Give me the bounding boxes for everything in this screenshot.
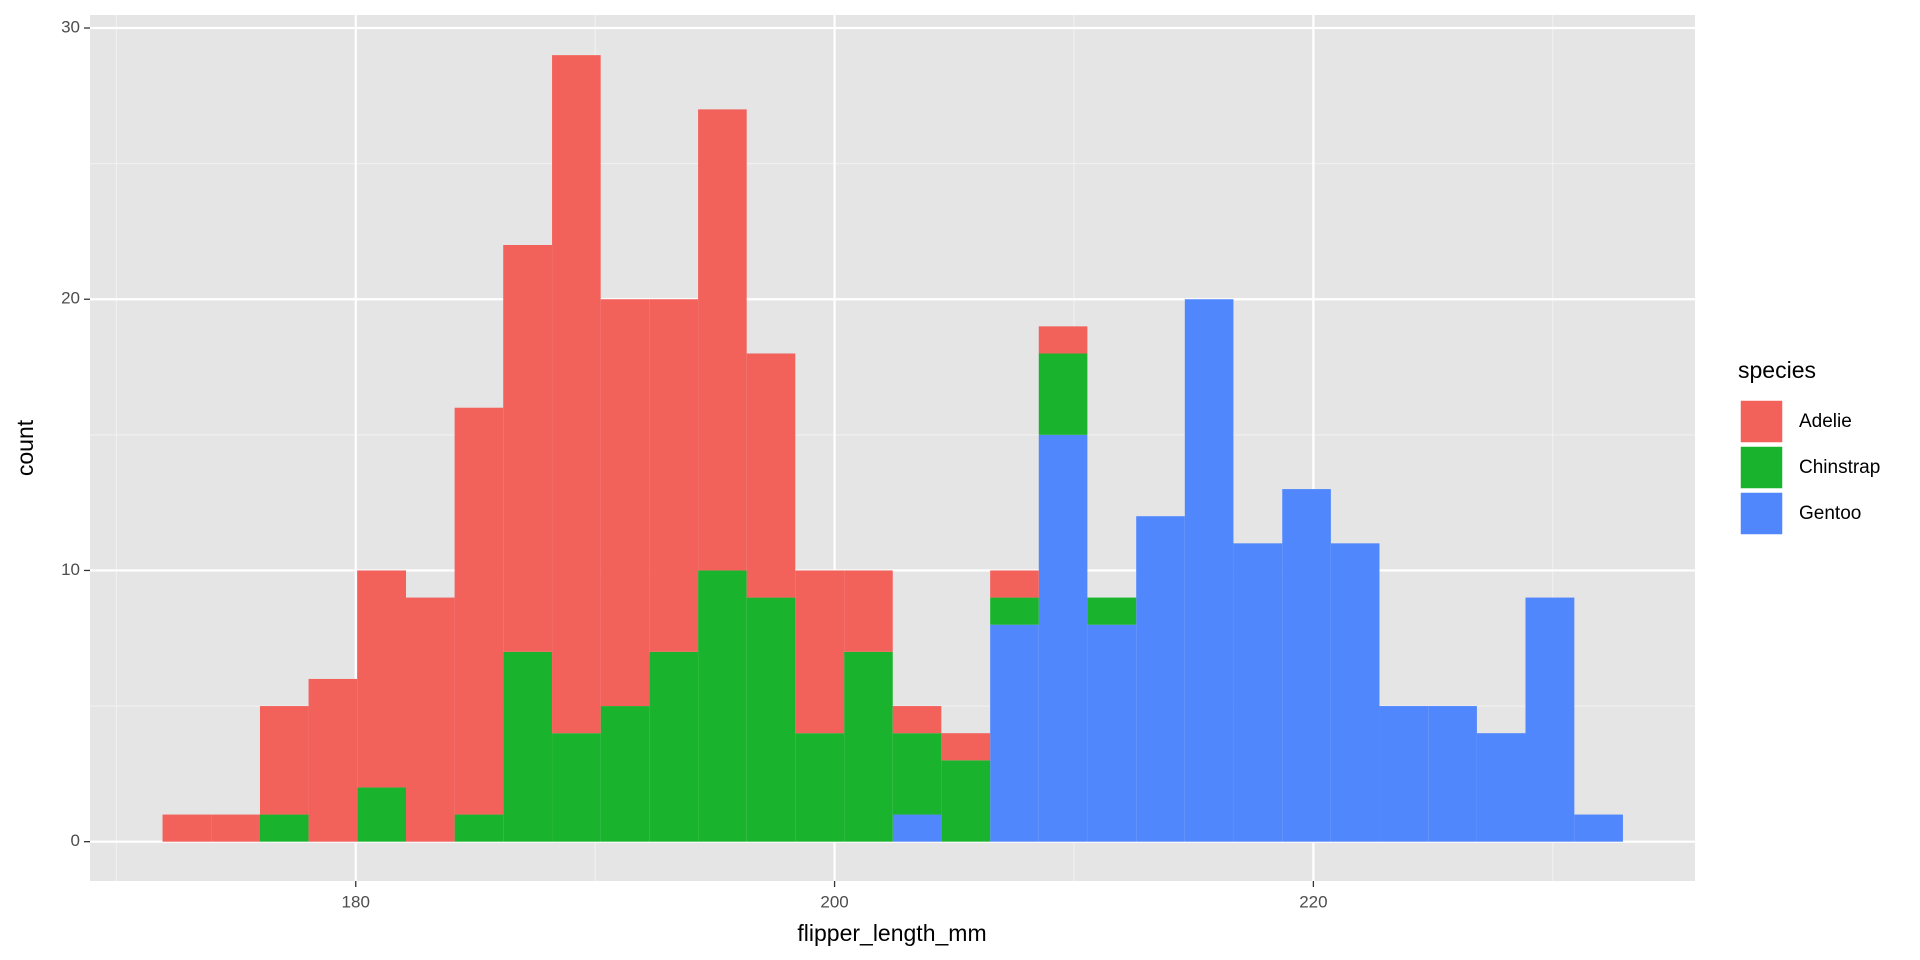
- bar: [746, 597, 796, 842]
- bar: [1379, 706, 1429, 842]
- legend-title: species: [1738, 357, 1816, 383]
- legend-key: [1739, 445, 1784, 490]
- bar: [454, 407, 504, 815]
- bar: [1184, 299, 1234, 842]
- bar: [1428, 706, 1477, 842]
- bar: [308, 678, 358, 842]
- bar: [649, 299, 699, 652]
- bar: [1233, 543, 1283, 842]
- y-tick-label: 10: [61, 560, 80, 579]
- bar: [990, 624, 1039, 842]
- bar: [1574, 814, 1623, 842]
- y-tick-label: 20: [61, 289, 80, 308]
- bar: [941, 760, 991, 842]
- bar: [503, 244, 553, 652]
- bar: [844, 651, 893, 842]
- legend-label: Chinstrap: [1799, 457, 1880, 478]
- bar: [1476, 733, 1526, 842]
- bar: [600, 706, 650, 842]
- bar: [990, 597, 1039, 625]
- bar: [892, 814, 942, 842]
- bar: [941, 733, 991, 761]
- bar: [600, 299, 650, 707]
- bar: [1136, 516, 1185, 842]
- bar: [406, 597, 455, 842]
- legend-key: [1739, 491, 1784, 536]
- bar: [454, 814, 504, 842]
- y-tick-label: 30: [61, 18, 80, 37]
- bar: [357, 787, 407, 842]
- bar: [1038, 353, 1088, 435]
- legend-label: Adelie: [1799, 411, 1852, 432]
- bar: [259, 706, 309, 815]
- bar: [357, 570, 407, 788]
- bar: [892, 706, 942, 734]
- x-tick-label: 220: [1299, 892, 1327, 911]
- bar: [211, 814, 260, 842]
- bar: [1087, 624, 1137, 842]
- bar: [162, 814, 212, 842]
- bar: [259, 814, 309, 842]
- bar: [1038, 434, 1088, 842]
- bar: [990, 570, 1039, 598]
- bar: [698, 570, 747, 842]
- bar: [503, 651, 553, 842]
- bar: [844, 570, 893, 652]
- bar: [698, 109, 747, 571]
- bar: [1038, 326, 1088, 354]
- bar: [1330, 543, 1380, 842]
- x-tick-label: 200: [820, 892, 848, 911]
- bar: [649, 651, 699, 842]
- y-tick-label: 0: [71, 831, 80, 850]
- legend-key: [1739, 399, 1784, 444]
- bar: [1087, 597, 1137, 625]
- bar: [1282, 489, 1331, 842]
- bar: [795, 733, 845, 842]
- bar: [552, 733, 601, 842]
- x-axis-title: flipper_length_mm: [797, 920, 986, 946]
- bar: [795, 570, 845, 734]
- bar: [1525, 597, 1575, 842]
- bar: [552, 55, 601, 734]
- y-axis-title: count: [12, 419, 38, 476]
- bar: [746, 353, 796, 598]
- bar: [892, 733, 942, 815]
- x-tick-label: 180: [342, 892, 370, 911]
- legend-label: Gentoo: [1799, 503, 1861, 524]
